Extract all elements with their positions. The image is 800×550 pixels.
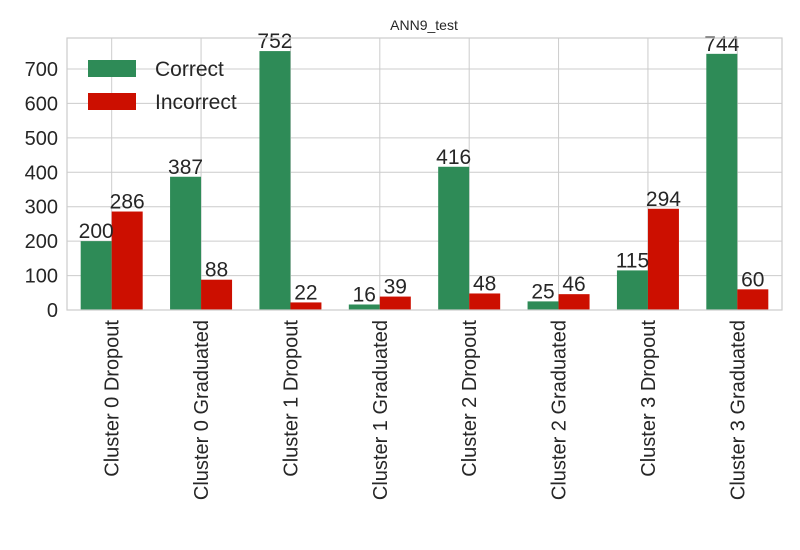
x-tick-label: Cluster 1 Graduated (370, 320, 392, 500)
bar-correct-2 (259, 51, 291, 310)
data-label-incorrect-5: 46 (562, 273, 585, 296)
bar-correct-3 (348, 304, 380, 310)
data-label-correct-5: 25 (531, 280, 554, 303)
bar-correct-0 (80, 241, 112, 310)
x-tick-label: Cluster 3 Dropout (638, 320, 660, 477)
y-axis-ticks: 0 100 200 300 400 500 600 700 (25, 59, 58, 322)
y-tick-label: 200 (25, 231, 58, 253)
data-label-correct-7: 744 (704, 33, 739, 56)
legend: Correct Incorrect (88, 58, 237, 114)
y-tick-label: 600 (25, 93, 58, 115)
y-tick-label: 0 (47, 300, 58, 322)
bar-incorrect-4 (469, 293, 501, 310)
data-label-correct-0: 200 (79, 220, 114, 243)
data-label-correct-3: 16 (353, 283, 376, 306)
y-tick-label: 300 (25, 197, 58, 219)
data-label-incorrect-3: 39 (384, 276, 407, 299)
bar-incorrect-0 (111, 211, 143, 310)
x-tick-label: Cluster 2 Graduated (549, 320, 571, 500)
bars (80, 51, 769, 310)
bar-incorrect-3 (379, 296, 411, 310)
data-label-correct-2: 752 (257, 30, 292, 53)
chart-title: ANN9_test (390, 17, 458, 33)
x-tick-label: Cluster 1 Dropout (280, 320, 302, 477)
plot-frame (66, 37, 783, 311)
bar-correct-7 (706, 53, 738, 310)
bar-correct-6 (616, 270, 648, 310)
bar-correct-4 (438, 166, 470, 310)
bar-correct-5 (527, 301, 559, 310)
x-tick-label: Cluster 0 Graduated (191, 320, 213, 500)
data-label-incorrect-2: 22 (294, 281, 317, 304)
y-tick-label: 100 (25, 266, 58, 288)
data-label-incorrect-0: 286 (110, 191, 145, 214)
bar-incorrect-5 (558, 294, 590, 310)
legend-swatch-incorrect (88, 93, 136, 110)
y-tick-label: 700 (25, 59, 58, 81)
legend-swatch-correct (88, 60, 136, 77)
x-tick-label: Cluster 0 Dropout (102, 320, 124, 477)
legend-label-correct: Correct (155, 58, 224, 81)
bar-correct-1 (170, 176, 202, 310)
y-tick-label: 500 (25, 128, 58, 150)
data-label-correct-6: 115 (616, 249, 649, 272)
data-label-correct-1: 387 (168, 156, 203, 179)
legend-label-incorrect: Incorrect (155, 91, 237, 114)
data-label-correct-4: 416 (436, 146, 471, 169)
bar-incorrect-6 (647, 208, 679, 310)
y-tick-label: 400 (25, 162, 58, 184)
data-label-incorrect-1: 88 (205, 259, 228, 282)
data-label-incorrect-7: 60 (741, 268, 764, 291)
x-tick-label: Cluster 3 Graduated (727, 320, 749, 500)
data-labels: 200 387 752 16 416 25 115 744 286 88 22 39 48 46 294 60 (79, 30, 765, 306)
bar-incorrect-2 (290, 302, 322, 310)
bar-incorrect-7 (737, 289, 769, 310)
data-label-incorrect-4: 48 (473, 272, 496, 295)
bar-incorrect-1 (201, 279, 233, 310)
data-label-incorrect-6: 294 (646, 188, 681, 211)
x-tick-label: Cluster 2 Dropout (459, 320, 481, 477)
x-axis-ticks: Cluster 0 Dropout Cluster 0 Graduated Clus… (102, 320, 750, 501)
